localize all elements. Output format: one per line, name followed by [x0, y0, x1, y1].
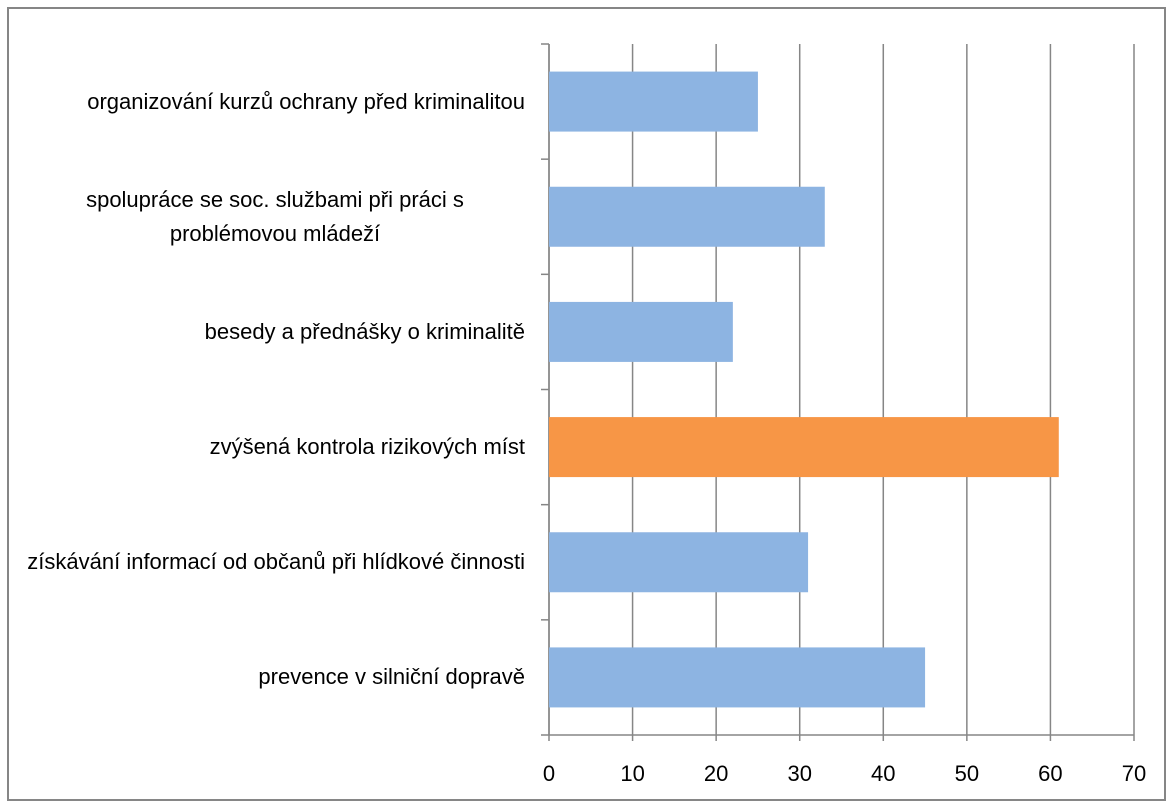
bar — [549, 71, 758, 132]
bar — [549, 417, 1059, 478]
y-tick-label-text: získávání informací od občanů při hlídko… — [27, 549, 525, 575]
x-tick-label: 10 — [620, 761, 644, 786]
y-tick-label: prevence v silniční dopravě — [25, 620, 525, 735]
y-tick-label: spolupráce se soc. službami při práci s … — [25, 159, 525, 274]
category-label-box: organizování kurzů ochrany před kriminal… — [25, 44, 525, 159]
category-label-box: besedy a přednášky o kriminalitě — [25, 274, 525, 389]
y-tick-label: besedy a přednášky o kriminalitě — [25, 274, 525, 389]
bar — [549, 301, 733, 362]
x-tick-label: 70 — [1122, 761, 1146, 786]
category-label-box: zvýšená kontrola rizikových míst — [25, 390, 525, 505]
bar — [549, 186, 825, 247]
category-label-box: získávání informací od občanů při hlídko… — [25, 505, 525, 620]
x-tick-label: 30 — [787, 761, 811, 786]
y-tick-label-text: organizování kurzů ochrany před kriminal… — [87, 88, 525, 114]
y-tick-label: získávání informací od občanů při hlídko… — [25, 505, 525, 620]
x-tick-label: 60 — [1038, 761, 1062, 786]
category-label-box: spolupráce se soc. službami při práci s … — [25, 159, 525, 274]
x-tick-label: 40 — [871, 761, 895, 786]
y-tick-label-text: besedy a přednášky o kriminalitě — [204, 318, 525, 344]
y-tick-label: zvýšená kontrola rizikových míst — [25, 390, 525, 505]
x-tick-label: 50 — [955, 761, 979, 786]
x-tick-label: 20 — [704, 761, 728, 786]
category-label-box: prevence v silniční dopravě — [25, 620, 525, 735]
y-tick-label-text: zvýšená kontrola rizikových míst — [209, 434, 525, 459]
y-tick-label: organizování kurzů ochrany před kriminal… — [25, 44, 525, 159]
x-tick-label: 0 — [543, 761, 555, 786]
bar — [549, 532, 809, 593]
y-tick-label-text: spolupráce se soc. službami při práci s … — [86, 186, 464, 246]
y-tick-label-text: prevence v silniční dopravě — [258, 664, 525, 690]
bar — [549, 647, 926, 708]
